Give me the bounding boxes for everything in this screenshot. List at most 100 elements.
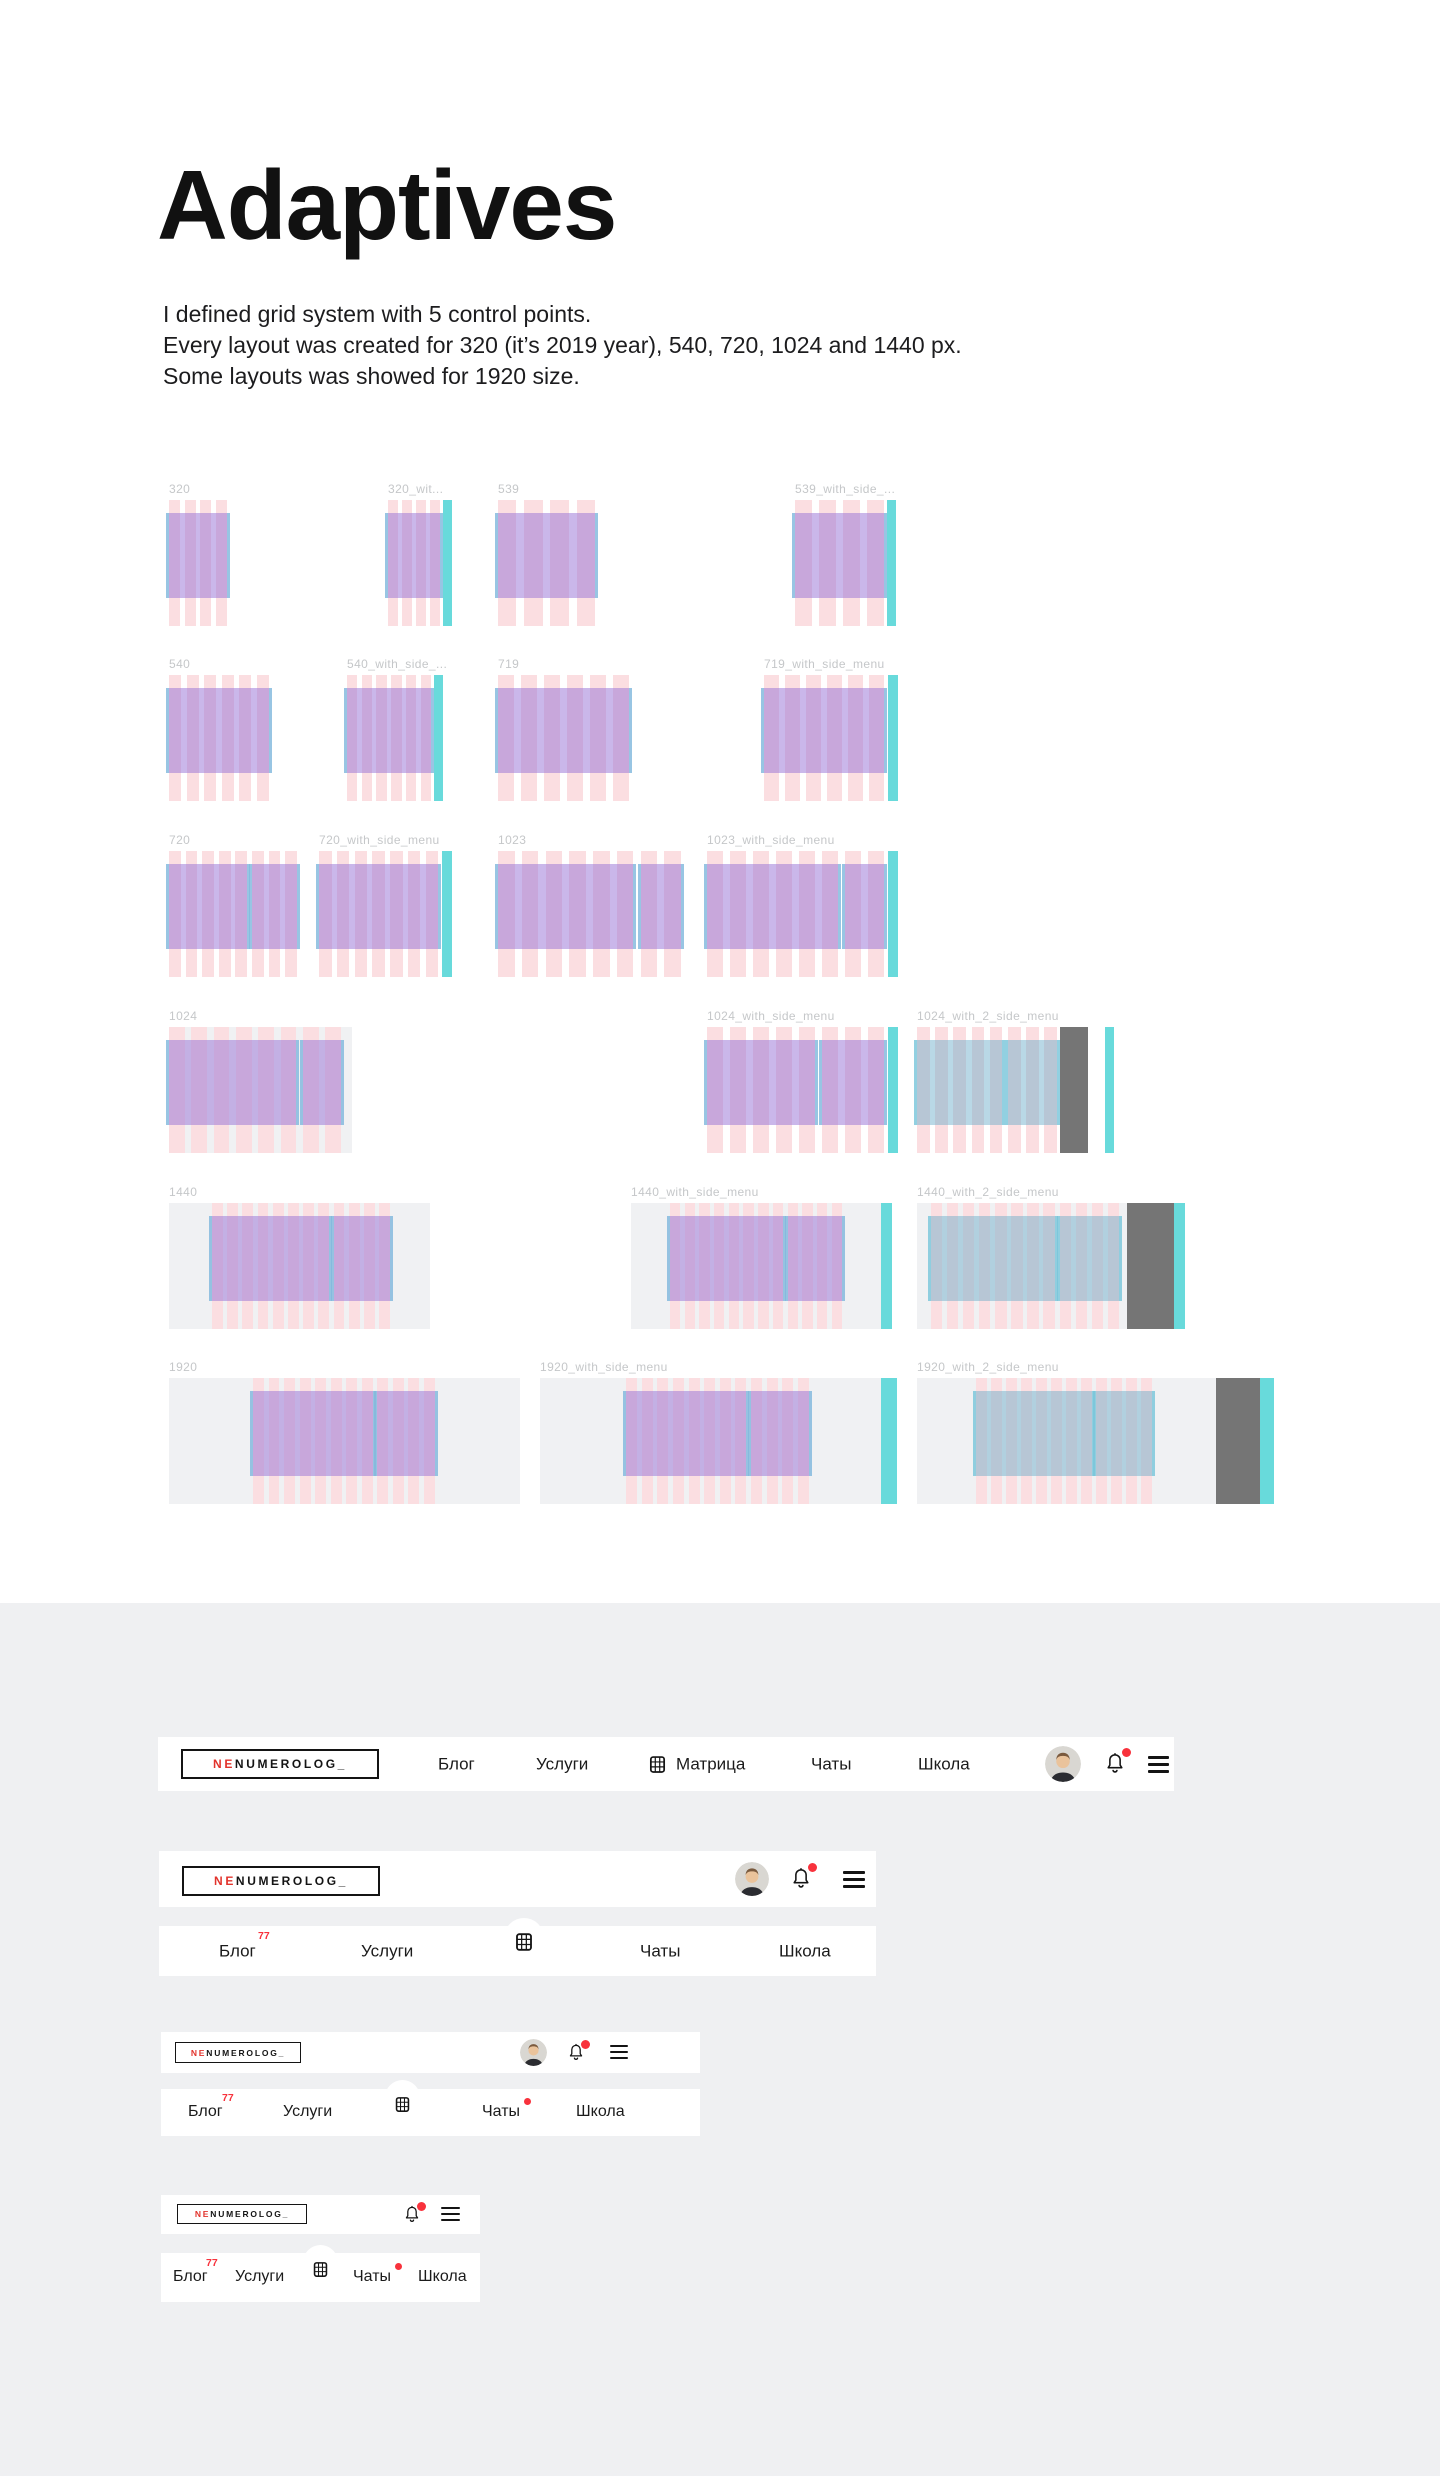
menu-item-chaty[interactable]: Чаты <box>353 2268 392 2285</box>
scrollbar-strip <box>881 1203 892 1329</box>
logo[interactable]: NE NUMEROLOG_ <box>182 1866 380 1896</box>
grid-1024: 1024 <box>166 1009 421 1153</box>
notification-dot <box>1121 1748 1131 1758</box>
intro-line: Every layout was created for 320 (it’s 2… <box>163 332 962 358</box>
intro-text: I defined grid system with 5 control poi… <box>163 299 962 392</box>
matrix-icon[interactable] <box>648 1755 667 1774</box>
grid-label: 540 <box>169 657 191 671</box>
menu-item-blog[interactable]: Блог <box>219 1941 256 1961</box>
grid-column <box>1059 1203 1071 1329</box>
side-menu-block <box>1127 1203 1174 1329</box>
grid-column <box>1107 1203 1119 1329</box>
grid-1920-with-2-side-menu: 1920_with_2_side_menu <box>917 1360 1274 1504</box>
notification-dot <box>395 2263 402 2270</box>
grid-719-with-side-menu: 719_with_side_menu <box>761 657 964 801</box>
menu-item-blog[interactable]: Блог <box>173 2268 208 2285</box>
scrollbar-strip <box>1105 1027 1114 1153</box>
grid-overlay-purple <box>344 688 434 773</box>
scrollbar-strip <box>1260 1378 1274 1504</box>
matrix-icon[interactable] <box>312 2261 329 2278</box>
grid-column <box>1011 1203 1023 1329</box>
grid-overlay-purple <box>166 864 251 949</box>
grid-1024-with-2-side-menu: 1024_with_2_side_menu <box>914 1009 1137 1153</box>
grid-719: 719 <box>495 657 709 801</box>
menu-item-chaty[interactable]: Чаты <box>482 2103 521 2120</box>
menu-item-shkola[interactable]: Школа <box>779 1941 831 1961</box>
menu-item-uslugi[interactable]: Услуги <box>536 1754 589 1774</box>
grid-column <box>1096 1378 1107 1504</box>
logo-prefix: NE <box>214 1874 236 1888</box>
bell-icon[interactable] <box>1104 1752 1126 1774</box>
grid-label: 1920 <box>169 1360 198 1374</box>
menu-item-uslugi[interactable]: Услуги <box>235 2268 285 2285</box>
grid-column <box>976 1378 987 1504</box>
grid-column <box>1081 1378 1092 1504</box>
hamburger-menu-icon[interactable] <box>441 2206 460 2222</box>
side-menu-block <box>1216 1378 1260 1504</box>
grid-label: 539 <box>498 482 520 496</box>
menu-item-shkola[interactable]: Школа <box>918 1754 970 1774</box>
notification-dot <box>524 2098 531 2105</box>
grid-column <box>1044 1027 1057 1153</box>
grid-overlay-purple <box>330 1216 393 1301</box>
grid-label: 320 <box>169 482 191 496</box>
grid-overlay-purple <box>792 513 887 598</box>
hamburger-menu-icon[interactable] <box>610 2044 628 2060</box>
grid-label: 1440 <box>169 1185 198 1199</box>
grid-overlay-purple <box>495 864 637 949</box>
grid-column <box>1007 1027 1021 1153</box>
logo-text: NUMEROLOG_ <box>234 1757 347 1771</box>
grid-column <box>971 1027 985 1153</box>
grid-label: 720_with_side_menu <box>319 833 440 847</box>
grid-overlay-purple <box>748 1391 812 1476</box>
scrollbar-strip <box>888 851 898 977</box>
grid-column <box>1051 1378 1062 1504</box>
grid-1023: 1023 <box>495 833 761 977</box>
grid-label: 1920_with_side_menu <box>540 1360 668 1374</box>
bell-icon[interactable] <box>790 1867 812 1889</box>
bell-icon[interactable] <box>567 2043 585 2061</box>
avatar[interactable] <box>735 1862 769 1896</box>
grid-column <box>917 1027 930 1153</box>
logo-text: NUMEROLOG_ <box>206 2047 286 2058</box>
grid-overlay-purple <box>667 1216 787 1301</box>
menu-item-chaty[interactable]: Чаты <box>811 1754 852 1774</box>
avatar[interactable] <box>1045 1746 1081 1782</box>
logo-prefix: NE <box>194 2209 211 2219</box>
grid-720-with-side-menu: 720_with_side_menu <box>316 833 518 977</box>
menu-item-uslugi[interactable]: Услуги <box>361 1941 414 1961</box>
grid-1024-with-side-menu: 1024_with_side_menu <box>704 1009 964 1153</box>
side-menu-block <box>1060 1027 1088 1153</box>
scrollbar-strip <box>442 851 452 977</box>
matrix-icon[interactable] <box>394 2096 411 2113</box>
notification-dot <box>807 1863 817 1873</box>
grid-overlay-blue <box>1056 1216 1122 1301</box>
menu-item-chaty[interactable]: Чаты <box>640 1941 681 1961</box>
menu-item-uslugi[interactable]: Услуги <box>283 2103 333 2120</box>
grid-label: 1440_with_side_menu <box>631 1185 759 1199</box>
grid-column <box>1006 1378 1017 1504</box>
logo[interactable]: NE NUMEROLOG_ <box>175 2042 301 2063</box>
menu-item-matrica[interactable]: Матрица <box>676 1754 746 1774</box>
hamburger-menu-icon[interactable] <box>843 1870 865 1888</box>
grid-overlay-purple <box>385 513 443 598</box>
grid-overlay-purple <box>166 513 230 598</box>
grid-column <box>1141 1378 1152 1504</box>
grid-1920-with-side-menu: 1920_with_side_menu <box>540 1360 897 1504</box>
hamburger-menu-icon[interactable] <box>1148 1755 1169 1773</box>
menu-item-shkola[interactable]: Школа <box>576 2103 625 2120</box>
bell-icon[interactable] <box>403 2205 421 2223</box>
menu-item-blog[interactable]: Блог <box>188 2103 223 2120</box>
grid-column <box>1026 1027 1039 1153</box>
grid-overlay-purple <box>250 1391 376 1476</box>
logo[interactable]: NE NUMEROLOG_ <box>181 1749 379 1779</box>
matrix-icon[interactable] <box>514 1932 534 1952</box>
menu-item-blog[interactable]: Блог <box>438 1754 475 1774</box>
menu-item-shkola[interactable]: Школа <box>418 2268 467 2285</box>
logo-prefix: NE <box>190 2047 207 2058</box>
grid-label: 720 <box>169 833 191 847</box>
scrollbar-strip <box>888 1027 898 1153</box>
logo[interactable]: NE NUMEROLOG_ <box>177 2204 307 2224</box>
grid-overlay-purple <box>637 864 684 949</box>
avatar[interactable] <box>519 2038 547 2066</box>
